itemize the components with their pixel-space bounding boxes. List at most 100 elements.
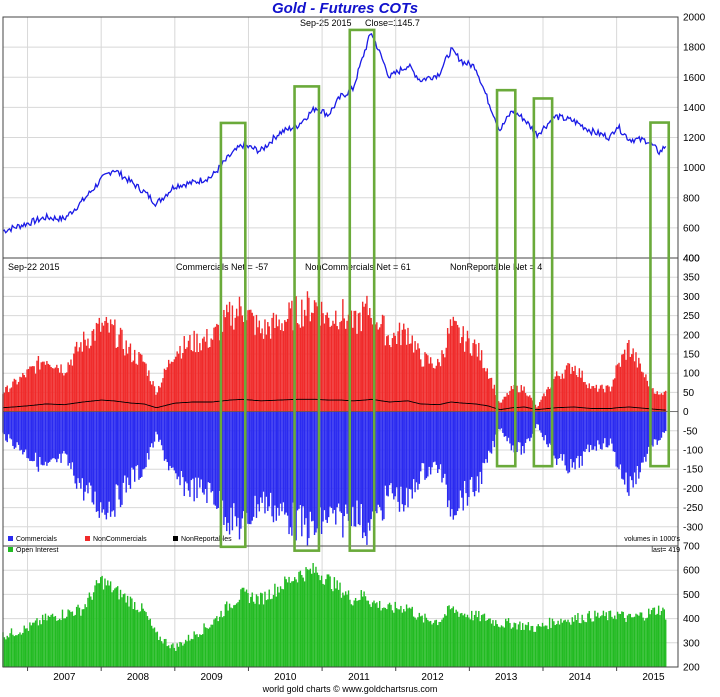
- open-interest-bar: [115, 587, 117, 667]
- open-interest-bar: [550, 627, 552, 667]
- noncommercials-bar: [286, 318, 289, 412]
- commercials-bar: [483, 411, 486, 464]
- open-interest-bar: [289, 582, 292, 667]
- noncommercials-bar: [633, 361, 636, 412]
- commercials-bar: [541, 411, 544, 438]
- open-interest-bar: [599, 616, 602, 667]
- commercials-bar: [553, 411, 555, 456]
- open-interest-bar: [643, 620, 646, 667]
- open-interest-bar: [376, 602, 378, 667]
- noncommercials-bar: [462, 326, 464, 412]
- noncommercials-bar: [308, 297, 310, 412]
- commercials-bar: [6, 411, 8, 443]
- commercials-bar: [561, 411, 564, 461]
- commercials-bar: [330, 411, 333, 508]
- year-label: 2015: [642, 672, 665, 683]
- open-interest-bar: [114, 588, 116, 667]
- commercials-bar: [257, 411, 259, 505]
- commercials-bar: [87, 411, 89, 494]
- noncommercials-bar: [274, 327, 276, 412]
- open-interest-bar: [56, 620, 58, 667]
- open-interest-bar: [366, 600, 368, 667]
- noncommercials-bar: [353, 310, 355, 412]
- open-interest-bar: [200, 634, 202, 667]
- noncommercials-bar: [84, 339, 86, 412]
- open-interest-bar: [139, 611, 142, 667]
- commercials-bar: [371, 411, 374, 512]
- open-interest-bar: [660, 610, 663, 667]
- noncommercials-bar: [439, 366, 442, 412]
- noncommercials-bar: [241, 315, 244, 412]
- commercials-bar: [337, 411, 340, 504]
- open-interest-bar: [527, 622, 530, 667]
- open-interest-bar: [302, 577, 304, 667]
- noncommercials-bar: [580, 377, 582, 412]
- noncommercials-bar: [302, 326, 304, 412]
- open-interest-bar: [216, 616, 218, 667]
- noncommercials-bar: [619, 366, 622, 412]
- commercials-bar: [275, 411, 278, 521]
- open-interest-bar: [555, 624, 558, 667]
- noncommercials-bar: [645, 374, 647, 412]
- commercials-bar: [167, 411, 170, 471]
- open-interest-bar: [167, 645, 170, 667]
- open-interest-bar: [628, 613, 630, 667]
- noncommercials-bar: [581, 370, 583, 412]
- commercials-bar: [85, 411, 88, 486]
- commercials-bar: [121, 411, 123, 505]
- noncommercials-bar: [230, 325, 232, 412]
- open-interest-bar: [16, 635, 18, 667]
- noncommercials-bar: [108, 332, 110, 412]
- commercials-bar: [269, 411, 272, 493]
- commercials-bar: [159, 411, 161, 440]
- noncommercials-bar: [332, 320, 334, 412]
- open-interest-bar: [301, 574, 303, 667]
- noncommercials-bar: [343, 318, 345, 412]
- open-interest-bar: [158, 640, 160, 667]
- oi-ytick-label: 700: [683, 542, 700, 553]
- legend-swatch-open-interest: [8, 547, 13, 552]
- commercials-bar: [204, 411, 207, 490]
- open-interest-bar: [604, 616, 606, 667]
- noncommercials-bar: [169, 363, 171, 412]
- commercials-bar: [380, 411, 382, 511]
- noncommercials-bar: [197, 351, 200, 412]
- open-interest-bar: [214, 618, 217, 667]
- noncommercials-bar: [141, 354, 143, 412]
- commercials-bar: [424, 411, 426, 480]
- commercials-bar: [554, 411, 556, 459]
- noncommercials-bar: [405, 344, 408, 412]
- open-interest-bar: [577, 613, 579, 667]
- commercials-bar: [384, 411, 387, 486]
- price-ytick-label: 1800: [683, 43, 706, 54]
- noncommercials-bar: [540, 399, 542, 412]
- open-interest-bar: [309, 568, 311, 667]
- open-interest-bar: [431, 624, 433, 667]
- noncommercials-bar: [296, 323, 299, 412]
- noncommercials-bar: [606, 385, 609, 412]
- commercials-bar: [451, 411, 453, 510]
- noncommercials-bar: [327, 317, 330, 412]
- noncommercials-bar: [567, 363, 569, 412]
- commercials-bar: [329, 411, 331, 507]
- highlight-box: [348, 28, 376, 552]
- open-interest-bar: [272, 595, 275, 667]
- commercials-bar: [227, 411, 229, 523]
- commercials-bar: [117, 411, 119, 486]
- open-interest-bar: [469, 619, 472, 667]
- commercials-bar: [456, 411, 459, 512]
- noncommercials-bar: [466, 330, 469, 412]
- open-interest-bar: [37, 625, 40, 667]
- commercials-bar: [400, 411, 402, 487]
- legend-nonreportables: NonReportables: [181, 536, 232, 543]
- open-interest-bar: [420, 616, 422, 667]
- noncommercials-bar: [591, 386, 593, 412]
- commercials-bar: [32, 411, 34, 462]
- commercials-bar: [49, 411, 51, 462]
- commercials-bar: [421, 411, 423, 464]
- commercials-bar: [471, 411, 473, 478]
- commercials-bar: [43, 411, 45, 466]
- noncommercials-bar: [3, 392, 6, 412]
- commercials-bar: [591, 411, 593, 450]
- open-interest-bar: [359, 599, 361, 667]
